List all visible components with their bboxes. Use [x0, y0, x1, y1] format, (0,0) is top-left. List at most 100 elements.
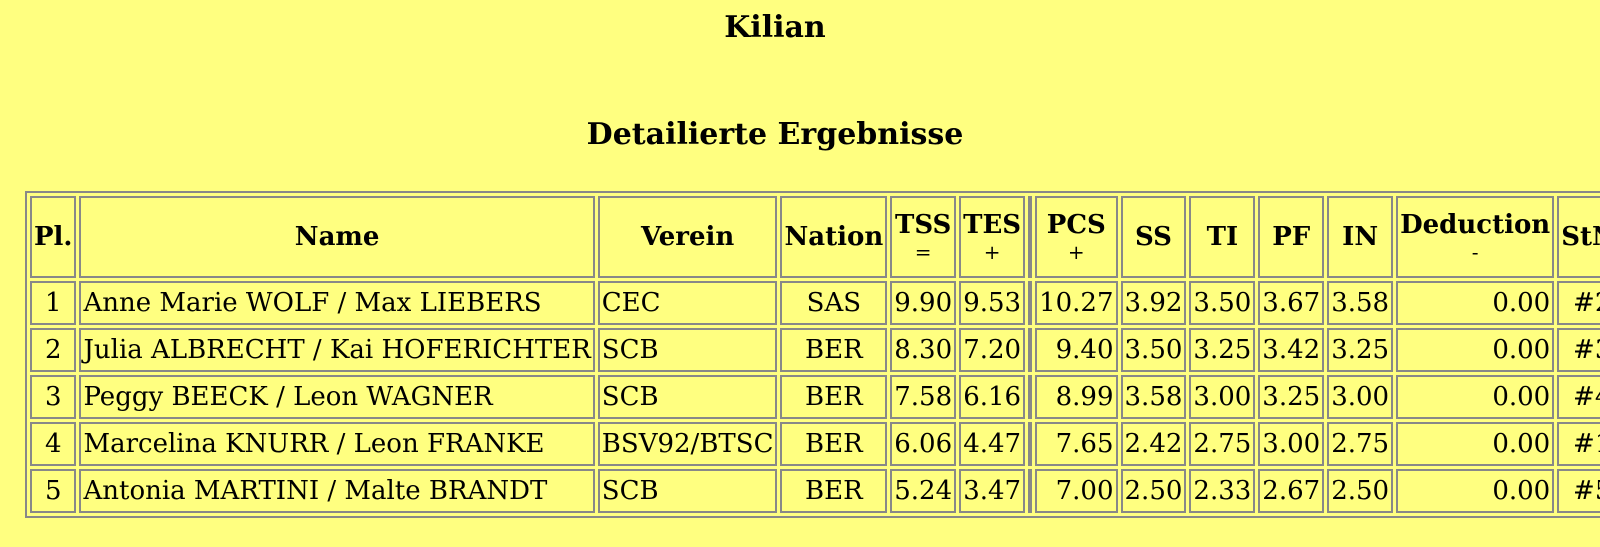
- column-label: IN: [1342, 222, 1379, 252]
- table-cell: 0.00: [1396, 281, 1555, 325]
- column-header: Verein: [597, 196, 778, 278]
- column-label: TES: [963, 210, 1022, 240]
- table-cell: SCB: [597, 328, 778, 372]
- table-cell: 9.40: [1035, 328, 1118, 372]
- table-cell: 0.00: [1396, 469, 1555, 513]
- table-cell: BER: [780, 328, 888, 372]
- result-row: 5 Antonia MARTINI / Malte BRANDT SCB BER 5.2…: [30, 469, 1600, 513]
- table-cell: 7.20: [959, 328, 1026, 372]
- column-label: Deduction: [1400, 210, 1551, 240]
- table-cell: Antonia MARTINI / Malte BRANDT: [79, 469, 595, 513]
- header-row: Pl. Name Verein Nation TSS = TES + PCS + SS TI PF IN D…: [30, 196, 1600, 278]
- table-cell: #1: [1557, 422, 1600, 466]
- column-sign: -: [1471, 240, 1479, 264]
- table-cell: 2.67: [1258, 469, 1325, 513]
- table-cell: 3.58: [1120, 375, 1187, 419]
- table-cell: 2.75: [1189, 422, 1256, 466]
- column-sign: +: [1067, 240, 1085, 264]
- table-cell: 2.50: [1327, 469, 1394, 513]
- table-cell: 0.00: [1396, 422, 1555, 466]
- table-cell: 3.50: [1189, 281, 1256, 325]
- table-cell: SAS: [780, 281, 888, 325]
- table-cell: 7.65: [1035, 422, 1118, 466]
- column-sign: =: [914, 240, 932, 264]
- table-cell: 3.00: [1189, 375, 1256, 419]
- column-header: Deduction -: [1396, 196, 1555, 278]
- column-label: Verein: [640, 222, 735, 252]
- column-header: IN: [1327, 196, 1394, 278]
- table-cell: 3.42: [1258, 328, 1325, 372]
- gap-cell: [1028, 422, 1033, 466]
- table-cell: 6.06: [890, 422, 957, 466]
- table-cell: 3.25: [1189, 328, 1256, 372]
- table-cell: 3.47: [959, 469, 1026, 513]
- column-header: PCS +: [1035, 196, 1118, 278]
- table-cell: BER: [780, 422, 888, 466]
- column-label: TI: [1206, 222, 1239, 252]
- column-header: TSS =: [890, 196, 957, 278]
- table-cell: 2: [30, 328, 77, 372]
- table-cell: 9.90: [890, 281, 957, 325]
- column-label: TSS: [895, 210, 952, 240]
- column-header: StN.: [1557, 196, 1600, 278]
- table-cell: 10.27: [1035, 281, 1118, 325]
- table-cell: Anne Marie WOLF / Max LIEBERS: [79, 281, 595, 325]
- table-cell: 2.50: [1120, 469, 1187, 513]
- column-header: PF: [1258, 196, 1325, 278]
- table-cell: Julia ALBRECHT / Kai HOFERICHTER: [79, 328, 595, 372]
- table-cell: 5: [30, 469, 77, 513]
- gap-cell: [1028, 469, 1033, 513]
- table-cell: BER: [780, 469, 888, 513]
- table-cell: 3.92: [1120, 281, 1187, 325]
- table-cell: #3: [1557, 328, 1600, 372]
- table-cell: 3.00: [1258, 422, 1325, 466]
- results-table: Pl. Name Verein Nation TSS = TES + PCS + SS TI PF IN D…: [25, 191, 1600, 518]
- table-cell: Peggy BEECK / Leon WAGNER: [79, 375, 595, 419]
- table-cell: Marcelina KNURR / Leon FRANKE: [79, 422, 595, 466]
- table-cell: 3.67: [1258, 281, 1325, 325]
- column-sign: +: [983, 240, 1001, 264]
- column-header: TES +: [959, 196, 1026, 278]
- column-header: Name: [79, 196, 595, 278]
- table-cell: #4: [1557, 375, 1600, 419]
- page-title: Kilian: [724, 10, 826, 45]
- column-label: StN.: [1561, 222, 1600, 252]
- table-cell: 3.50: [1120, 328, 1187, 372]
- table-cell: BER: [780, 375, 888, 419]
- gap-cell: [1028, 328, 1033, 372]
- column-header: TI: [1189, 196, 1256, 278]
- table-cell: 3.25: [1327, 328, 1394, 372]
- gap-cell: [1028, 196, 1033, 278]
- table-cell: 2.33: [1189, 469, 1256, 513]
- table-cell: 7.00: [1035, 469, 1118, 513]
- result-row: 3 Peggy BEECK / Leon WAGNER SCB BER 7.58 6.16…: [30, 375, 1600, 419]
- table-cell: 7.58: [890, 375, 957, 419]
- table-cell: BSV92/BTSC: [597, 422, 778, 466]
- table-cell: 2.42: [1120, 422, 1187, 466]
- table-cell: 0.00: [1396, 375, 1555, 419]
- table-cell: SCB: [597, 375, 778, 419]
- column-header: Pl.: [30, 196, 77, 278]
- table-cell: 3.00: [1327, 375, 1394, 419]
- table-cell: 6.16: [959, 375, 1026, 419]
- table-cell: 1: [30, 281, 77, 325]
- gap-cell: [1028, 375, 1033, 419]
- table-cell: 5.24: [890, 469, 957, 513]
- page-subtitle: Detailierte Ergebnisse: [586, 117, 964, 152]
- column-label: PF: [1272, 222, 1311, 252]
- table-cell: #5: [1557, 469, 1600, 513]
- table-cell: 4: [30, 422, 77, 466]
- column-label: Nation: [784, 222, 884, 252]
- column-label: Name: [294, 222, 380, 252]
- table-cell: CEC: [597, 281, 778, 325]
- table-cell: 3.58: [1327, 281, 1394, 325]
- column-label: Pl.: [34, 222, 73, 252]
- table-cell: 3.25: [1258, 375, 1325, 419]
- table-cell: 2.75: [1327, 422, 1394, 466]
- table-cell: 3: [30, 375, 77, 419]
- column-label: PCS: [1046, 210, 1106, 240]
- column-label: SS: [1134, 222, 1172, 252]
- table-cell: SCB: [597, 469, 778, 513]
- result-row: 1 Anne Marie WOLF / Max LIEBERS CEC SAS 9.90…: [30, 281, 1600, 325]
- column-header: SS: [1120, 196, 1187, 278]
